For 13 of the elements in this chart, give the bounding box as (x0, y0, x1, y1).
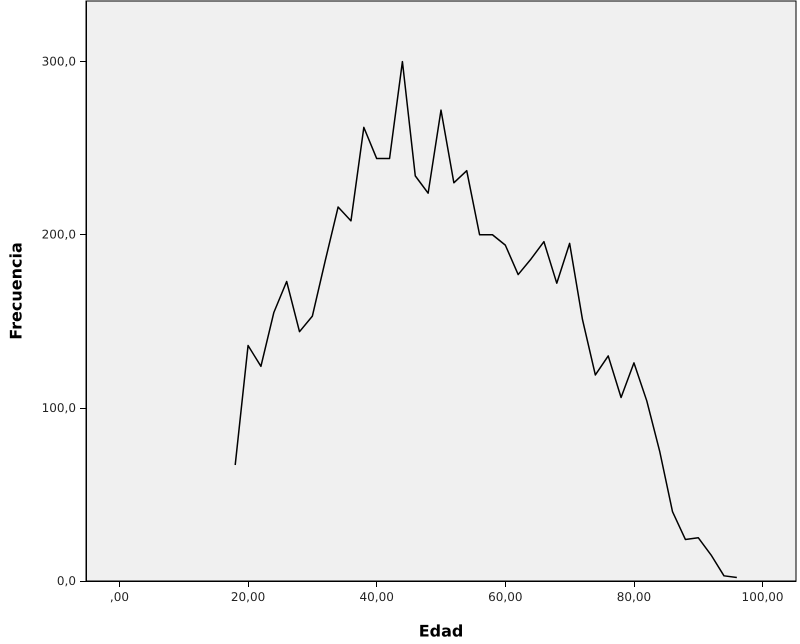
y-tick-label: 200,0 (42, 228, 76, 242)
y-tick-label: 100,0 (42, 400, 76, 415)
x-tick-label: 80,00 (616, 590, 652, 604)
x-tick-label: ,00 (110, 590, 129, 604)
x-axis-title: Edad (418, 622, 464, 640)
x-tick-label: 40,00 (360, 590, 394, 604)
y-axis-title: Frecuencia (6, 242, 26, 340)
x-tick-label: 20,00 (230, 590, 266, 604)
y-tick-label: 300,0 (42, 54, 76, 69)
line-series (234, 60, 738, 578)
y-tick-label: 0,0 (56, 574, 76, 588)
x-tick-label: 60,00 (488, 590, 522, 604)
x-tick-label: 100,00 (742, 590, 784, 604)
